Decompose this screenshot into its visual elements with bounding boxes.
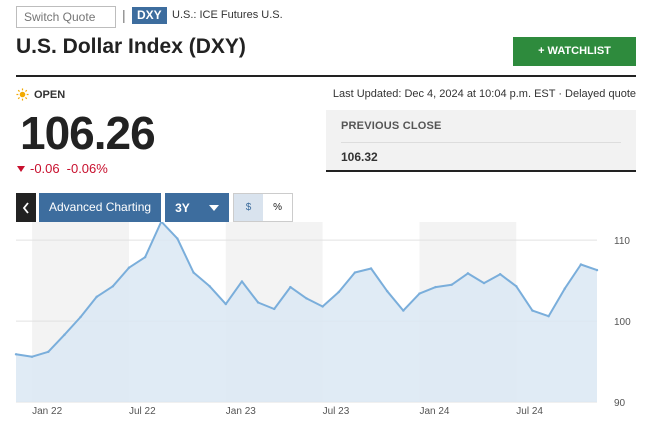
previous-close-divider [341,142,621,143]
data-point [192,271,195,274]
range-select-label: 3Y [175,200,190,215]
price-chart[interactable]: 110 100 90 Jan 22 Jul 22 Jan 23 Jul 23 Jan 24 J… [0,222,647,429]
dollar-mode-button[interactable]: $ [234,194,264,221]
data-point [482,281,486,285]
switch-quote-input[interactable] [16,6,116,28]
data-point [321,305,324,308]
data-point [579,263,583,266]
data-point [143,255,147,259]
data-point [289,285,292,289]
x-tick-label: Jul 24 [516,406,543,417]
down-arrow-icon [17,165,25,172]
page-title: U.S. Dollar Index (DXY) [16,35,246,58]
data-point [353,271,357,274]
change-value: -0.06 [30,161,60,176]
data-point [515,285,518,288]
exchange-label: U.S.: ICE Futures U.S. [172,9,283,21]
y-tick-label: 90 [614,398,626,409]
data-point [547,315,550,318]
percent-mode-button[interactable]: % [263,194,293,221]
data-point [127,266,131,269]
previous-close-value: 106.32 [341,150,378,164]
change-percent: -0.06% [66,161,108,176]
x-tick-label: Jan 22 [32,406,62,417]
data-point [63,333,66,337]
data-point [47,350,50,354]
range-select[interactable]: 3Y [165,193,230,222]
data-point [418,292,421,295]
x-tick-label: Jul 22 [129,406,156,417]
x-tick-label: Jul 23 [323,406,350,417]
data-point [531,309,534,312]
data-point [30,355,34,358]
watchlist-button[interactable]: + WATCHLIST [513,37,636,66]
data-point [240,280,244,283]
header-separator: | [122,7,126,23]
data-point [256,301,260,304]
data-point [14,353,18,356]
data-point [176,237,179,240]
quote-price: 106.26 [20,107,156,159]
data-point [305,297,308,300]
sun-icon [16,88,29,101]
chart-toolbar: Advanced Charting 3Y $ % [16,193,294,222]
data-point [595,268,599,272]
data-point [208,285,211,288]
x-tick-label: Jan 23 [226,406,256,417]
caret-down-icon [209,204,220,211]
data-point [337,290,340,294]
advanced-charting-button[interactable]: Advanced Charting [39,193,162,222]
data-point [498,272,502,276]
data-point [160,222,163,223]
data-point [273,307,276,311]
data-point [385,289,389,293]
y-tick-label: 110 [614,236,630,247]
market-status-label: OPEN [34,88,66,101]
data-point [434,285,437,289]
previous-close-label: PREVIOUS CLOSE [341,120,442,132]
header-divider [16,75,636,77]
quote-change: -0.06 -0.06% [16,161,108,176]
data-point [369,267,373,270]
chevron-left-icon [22,201,29,214]
data-point [450,283,453,286]
data-point [466,272,470,275]
data-point [79,315,82,319]
data-point [224,302,228,306]
price-area-fill [16,222,597,402]
chart-collapse-button[interactable] [16,193,36,222]
last-updated-text: Last Updated: Dec 4, 2024 at 10:04 p.m. … [332,88,636,100]
value-mode-toggle: $ % [233,193,294,222]
data-point [111,285,115,288]
y-tick-label: 100 [614,317,631,328]
previous-close-panel: PREVIOUS CLOSE 106.32 [326,110,636,172]
symbol-badge: DXY [132,7,167,24]
data-point [402,309,405,312]
market-status: OPEN [16,88,65,101]
data-point [95,295,98,299]
data-point [563,287,566,290]
x-tick-label: Jan 24 [419,406,449,417]
